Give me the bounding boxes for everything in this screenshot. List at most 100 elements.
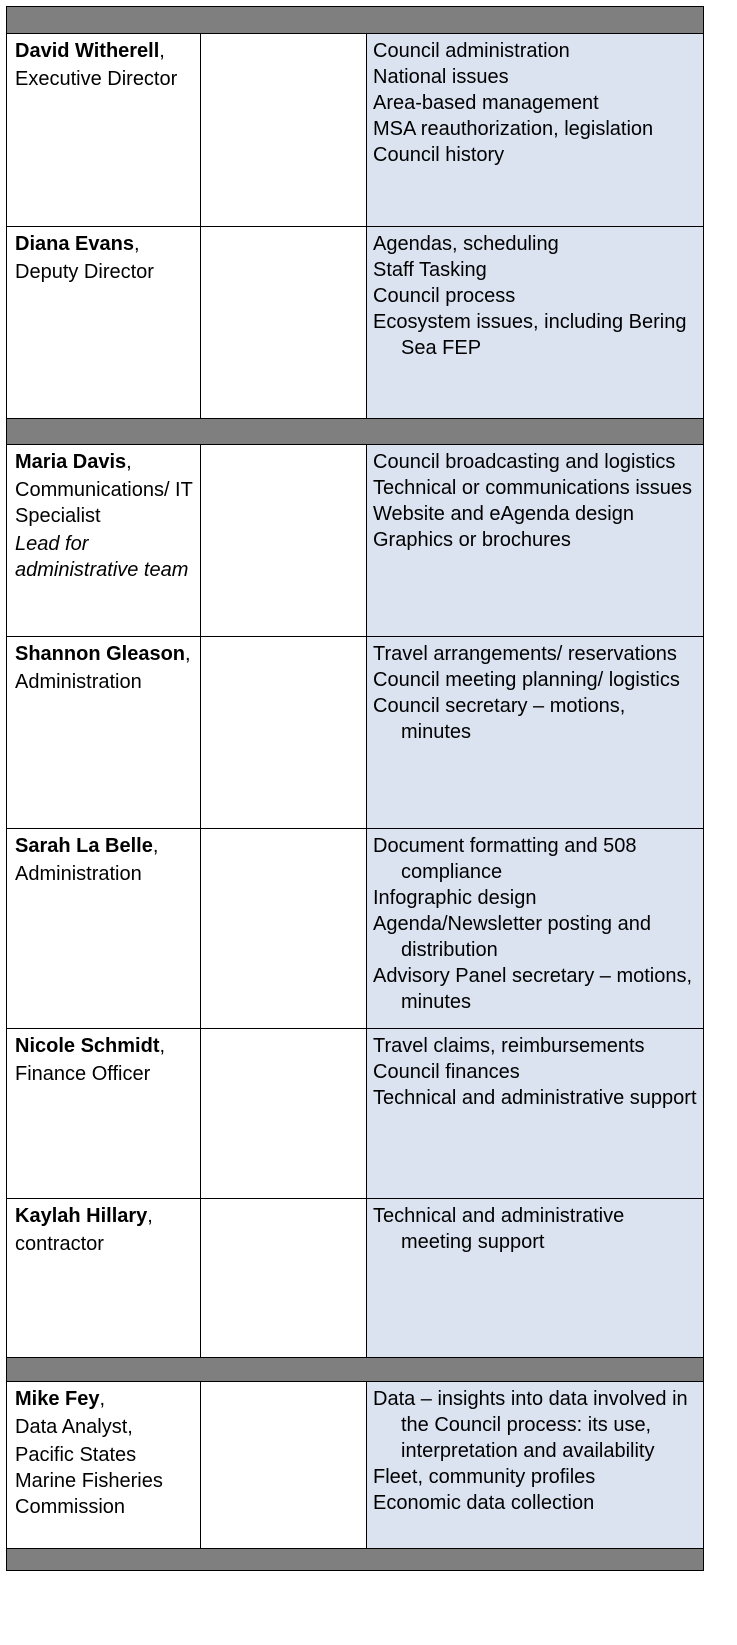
- name-cell: Sarah La Belle, Administration: [6, 828, 201, 1029]
- name-cell: Kaylah Hillary, contractor: [6, 1198, 201, 1358]
- staff-name: Nicole Schmidt: [15, 1035, 160, 1057]
- duty-item: MSA reauthorization, legislation: [373, 118, 654, 140]
- duty-item: Technical or communications issues: [373, 477, 693, 499]
- staff-role: Data Analyst,: [15, 1416, 133, 1438]
- duty-item: Graphics or brochures: [373, 529, 571, 551]
- duties-cell: Council broadcasting and logistics Techni…: [365, 444, 705, 637]
- staff-name: Shannon Gleason: [15, 643, 186, 665]
- staff-row: David Witherell, Executive Director Counci…: [6, 33, 705, 227]
- duty-item: Staff Tasking: [373, 259, 487, 281]
- staff-row: Maria Davis, Communications/ IT Specialis…: [6, 444, 705, 637]
- staff-row: Shannon Gleason, Administration Travel arr…: [6, 636, 705, 829]
- divider-row: [5, 6, 705, 34]
- duty-item: Infographic design: [373, 887, 537, 909]
- photo-cell: [200, 636, 367, 829]
- divider-row: [5, 1357, 705, 1382]
- name-cell: Diana Evans, Deputy Director: [6, 226, 201, 419]
- name-line: Sarah La Belle,: [15, 833, 194, 859]
- name-cell: Nicole Schmidt, Finance Officer: [6, 1028, 201, 1199]
- duty-item: Council administration: [373, 40, 570, 62]
- divider-cell: [5, 1357, 705, 1382]
- duty-item: Advisory Panel secretary – motions, minu…: [373, 965, 693, 1013]
- photo-cell: [200, 444, 367, 637]
- photo-cell: [200, 1198, 367, 1358]
- duty-item: Fleet, community profiles: [373, 1466, 596, 1488]
- name-cell: David Witherell, Executive Director: [6, 33, 201, 227]
- duties-cell: Data – insights into data involved in th…: [365, 1381, 705, 1549]
- duties-cell: Council administration National issues Are…: [365, 33, 705, 227]
- duty-item: Travel claims, reimbursements: [373, 1035, 645, 1057]
- staff-row: Sarah La Belle, Administration Document fo…: [6, 828, 705, 1029]
- duty-item: Technical and administrative meeting sup…: [373, 1205, 625, 1253]
- staff-role: Communications/ IT Specialist: [15, 479, 193, 527]
- duties-cell: Document formatting and 508 compliance In…: [365, 828, 705, 1029]
- duties-cell: Travel claims, reimbursements Council fin…: [365, 1028, 705, 1199]
- duty-item: Council meeting planning/ logistics: [373, 669, 680, 691]
- duty-item: National issues: [373, 66, 509, 88]
- staff-name: Maria Davis: [15, 451, 127, 473]
- name-line: Nicole Schmidt,: [15, 1033, 194, 1059]
- duty-item: Council secretary – motions, minutes: [373, 695, 626, 743]
- duties-cell: Technical and administrative meeting sup…: [365, 1198, 705, 1358]
- staff-role: Administration: [15, 671, 142, 693]
- duty-item: Agendas, scheduling: [373, 233, 559, 255]
- duty-item: Travel arrangements/ reservations: [373, 643, 677, 665]
- divider-cell: [5, 418, 705, 445]
- name-suffix: ,: [99, 1388, 106, 1410]
- duty-item: Council broadcasting and logistics: [373, 451, 676, 473]
- duties-cell: Travel arrangements/ reservations Council…: [365, 636, 705, 829]
- photo-cell: [200, 1381, 367, 1549]
- duties-cell: Agendas, scheduling Staff Tasking Council …: [365, 226, 705, 419]
- name-suffix: ,: [152, 835, 159, 857]
- staff-name: David Witherell: [15, 40, 160, 62]
- photo-cell: [200, 1028, 367, 1199]
- name-suffix: ,: [185, 643, 191, 665]
- staff-row: Diana Evans, Deputy Director Agendas, sche…: [6, 226, 705, 419]
- photo-cell: [200, 828, 367, 1029]
- staff-name: Sarah La Belle: [15, 835, 153, 857]
- staff-row: Kaylah Hillary, contractor Technical and a…: [6, 1198, 705, 1358]
- photo-cell: [200, 33, 367, 227]
- staff-role: Deputy Director: [15, 261, 154, 283]
- staff-role: Pacific States Marine Fisheries Commissi…: [15, 1444, 163, 1518]
- duty-item: Council finances: [373, 1061, 520, 1083]
- duty-item: Area-based management: [373, 92, 599, 114]
- staff-row: Mike Fey, Data Analyst, Pacific States Mar…: [6, 1381, 705, 1549]
- name-suffix: ,: [159, 1035, 166, 1057]
- duty-item: Council process: [373, 285, 516, 307]
- staff-lead: Lead for administrative team: [15, 533, 189, 581]
- duty-item: Ecosystem issues, including Bering Sea F…: [373, 311, 687, 359]
- staff-role: Administration: [15, 863, 142, 885]
- staff-table: David Witherell, Executive Director Counci…: [5, 6, 705, 1571]
- duty-item: Document formatting and 508 compliance: [373, 835, 637, 883]
- staff-row: Nicole Schmidt, Finance Officer Travel cla…: [6, 1028, 705, 1199]
- staff-role: Finance Officer: [15, 1063, 151, 1085]
- staff-name: Kaylah Hillary: [15, 1205, 148, 1227]
- name-line: Maria Davis,: [15, 449, 194, 475]
- duty-item: Data – insights into data involved in th…: [373, 1388, 688, 1462]
- duty-item: Website and eAgenda design: [373, 503, 634, 525]
- staff-role: contractor: [15, 1233, 104, 1255]
- staff-table-wrap: David Witherell, Executive Director Counci…: [5, 6, 705, 1571]
- duty-item: Economic data collection: [373, 1492, 595, 1514]
- photo-cell: [200, 226, 367, 419]
- duty-item: Agenda/Newsletter posting and distributi…: [373, 913, 651, 961]
- name-suffix: ,: [147, 1205, 153, 1227]
- duty-item: Council history: [373, 144, 505, 166]
- staff-name: Mike Fey: [15, 1388, 100, 1410]
- divider-cell: [5, 6, 705, 34]
- name-cell: Shannon Gleason, Administration: [6, 636, 201, 829]
- staff-name: Diana Evans: [15, 233, 134, 255]
- staff-role: Executive Director: [15, 68, 178, 90]
- name-line: Shannon Gleason,: [15, 641, 194, 667]
- divider-cell: [5, 1548, 705, 1571]
- name-cell: Mike Fey, Data Analyst, Pacific States Mar…: [6, 1381, 201, 1549]
- name-suffix: ,: [126, 451, 132, 473]
- divider-row: [5, 1548, 705, 1571]
- name-line: Kaylah Hillary,: [15, 1203, 194, 1229]
- name-line: Diana Evans,: [15, 231, 194, 257]
- divider-row: [5, 418, 705, 445]
- duty-item: Technical and administrative support: [373, 1087, 697, 1109]
- name-suffix: ,: [159, 40, 165, 62]
